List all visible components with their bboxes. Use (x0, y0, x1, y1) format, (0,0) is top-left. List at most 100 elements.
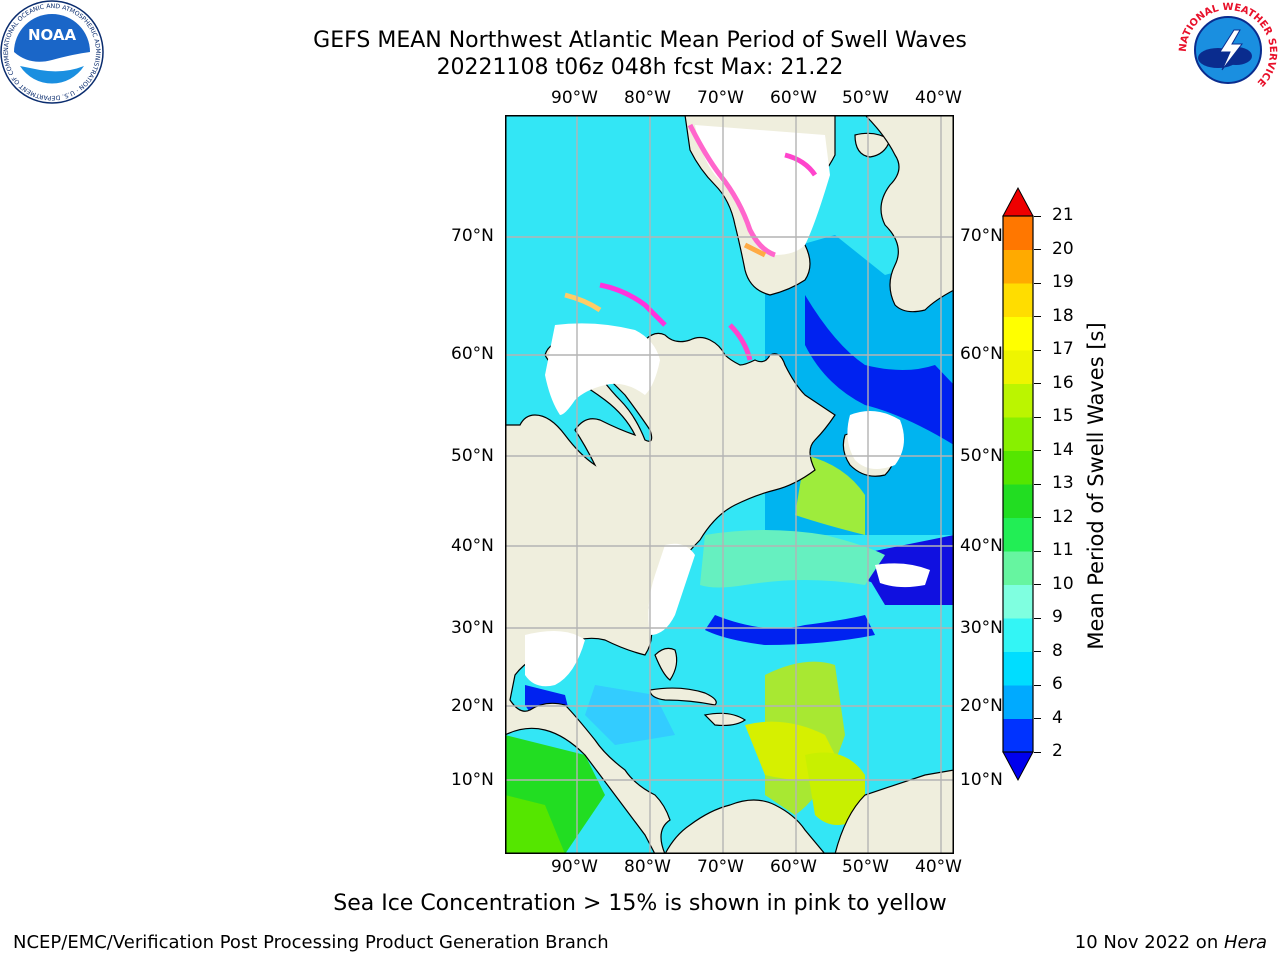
colorbar-tick-label: 13 (1052, 473, 1074, 493)
colorbar-segment (1003, 417, 1033, 451)
lon-label-bottom-80w: 80°W (624, 857, 671, 877)
lon-label-bottom-40w: 40°W (915, 857, 962, 877)
colorbar-over-arrow (1002, 186, 1034, 217)
colorbar-tick-label: 19 (1052, 272, 1074, 292)
footer-date: 10 Nov 2022 on Hera (1075, 932, 1267, 953)
lon-label-top-40w: 40°W (915, 88, 962, 108)
cuba-land (649, 687, 717, 706)
colorbar-tick-mark (1034, 215, 1041, 217)
colorbar-tick-mark (1034, 383, 1041, 384)
lon-label-top-60w: 60°W (770, 88, 817, 108)
lon-label-bottom-70w: 70°W (697, 857, 744, 877)
colorbar-tick-mark (1034, 684, 1041, 686)
colorbar-segment (1003, 651, 1033, 686)
hispaniola-land (703, 712, 747, 727)
colorbar-segment (1003, 517, 1033, 552)
colorbar-tick-mark (1034, 316, 1041, 317)
colorbar-tick-label: 10 (1052, 573, 1074, 594)
colorbar-segment (1003, 618, 1033, 652)
colorbar-tick-label: 2 (1052, 741, 1063, 761)
colorbar-segment (1003, 551, 1033, 585)
colorbar-segment (1003, 249, 1033, 284)
lon-label-bottom-60w: 60°W (770, 857, 817, 877)
colorbar-tick-mark (1034, 349, 1041, 351)
africa-land (864, 115, 954, 313)
colorbar-tick-label: 21 (1052, 205, 1074, 225)
florida-land (654, 647, 678, 681)
lon-label-top-50w: 50°W (842, 88, 889, 108)
page-title: GEFS MEAN Northwest Atlantic Mean Period… (313, 28, 967, 53)
sea-ice-fringe (564, 123, 818, 361)
colorbar-segment (1003, 216, 1033, 250)
lon-label-bottom-50w: 50°W (842, 857, 889, 877)
lon-label-top-70w: 70°W (697, 88, 744, 108)
lat-label-left-50n: 50°N (451, 446, 494, 466)
map-panel (505, 115, 954, 854)
colorbar-tick-label: 20 (1052, 238, 1074, 259)
lat-label-right-10n: 10°N (960, 770, 1003, 790)
africa-west-land (834, 769, 954, 854)
colorbar-segment (1003, 383, 1033, 418)
colorbar-segment (1003, 450, 1033, 485)
lat-label-left-30n: 30°N (451, 618, 494, 638)
colorbar-segment (1003, 584, 1033, 619)
colorbar-tick-label: 12 (1052, 506, 1074, 527)
colorbar-tick-label: 6 (1052, 674, 1063, 694)
colorbar-tick-mark (1034, 517, 1041, 518)
colorbar-tick-mark (1034, 483, 1041, 485)
colorbar-tick-mark (1034, 249, 1041, 250)
swell-period-field (505, 235, 954, 854)
colorbar-segment (1003, 718, 1033, 753)
lat-label-left-40n: 40°N (451, 536, 494, 556)
colorbar-segment (1003, 350, 1033, 384)
colorbar-tick-label: 11 (1052, 540, 1074, 560)
iceland-land (854, 132, 891, 158)
map-frame (505, 115, 954, 854)
page-subtitle: 20221108 t06z 048h fcst Max: 21.22 (436, 55, 844, 80)
colorbar-frame (1002, 215, 1034, 753)
colorbar-label: Mean Period of Swell Waves [s] (1084, 322, 1108, 650)
colorbar (1002, 186, 1034, 782)
lat-label-left-20n: 20°N (451, 696, 494, 716)
colorbar-tick-mark (1034, 617, 1041, 619)
colorbar-tick-mark (1034, 450, 1041, 451)
colorbar-tick-label: 9 (1052, 607, 1063, 627)
graticule (505, 115, 954, 854)
lat-label-right-60n: 60°N (960, 344, 1003, 364)
colorbar-tick-label: 15 (1052, 406, 1074, 426)
colorbar-tick-label: 14 (1052, 439, 1074, 460)
lat-label-left-70n: 70°N (451, 226, 494, 246)
colorbar-segment (1003, 283, 1033, 317)
colorbar-tick-mark (1034, 584, 1041, 585)
south-america-land (664, 799, 826, 854)
lon-label-bottom-90w: 90°W (551, 857, 598, 877)
lat-label-right-70n: 70°N (960, 226, 1003, 246)
footer-branch: NCEP/EMC/Verification Post Processing Pr… (13, 932, 609, 953)
lon-label-top-80w: 80°W (624, 88, 671, 108)
colorbar-tick-mark (1034, 282, 1041, 284)
colorbar-tick-mark (1034, 416, 1041, 418)
colorbar-tick-label: 8 (1052, 640, 1063, 661)
colorbar-tick-label: 4 (1052, 707, 1063, 728)
noaa-logo: NOAA NATIONAL OCEANIC AND ATMOSPHERIC AD… (0, 0, 104, 104)
colorbar-tick-mark (1034, 651, 1041, 652)
colorbar-tick-label: 18 (1052, 305, 1074, 326)
sea-ice-caption: Sea Ice Concentration > 15% is shown in … (333, 891, 947, 916)
lat-label-right-30n: 30°N (960, 618, 1003, 638)
lat-label-right-50n: 50°N (960, 446, 1003, 466)
colorbar-tick-mark (1034, 718, 1041, 719)
colorbar-segment (1003, 484, 1033, 518)
lat-label-right-20n: 20°N (960, 696, 1003, 716)
colorbar-under-arrow (1002, 751, 1034, 782)
colorbar-tick-mark (1034, 550, 1041, 552)
lat-label-right-40n: 40°N (960, 536, 1003, 556)
footer-date-text: 10 Nov 2022 on (1074, 932, 1224, 953)
colorbar-segment (1003, 316, 1033, 351)
noaa-logo-text: NOAA (28, 26, 77, 44)
footer-machine: Hera (1223, 932, 1267, 953)
colorbar-tick-label: 17 (1052, 339, 1074, 359)
nws-logo: NATIONAL WEATHER SERVICE (1178, 2, 1278, 102)
colorbar-segment (1003, 685, 1033, 719)
lat-label-left-60n: 60°N (451, 344, 494, 364)
lat-label-left-10n: 10°N (451, 770, 494, 790)
